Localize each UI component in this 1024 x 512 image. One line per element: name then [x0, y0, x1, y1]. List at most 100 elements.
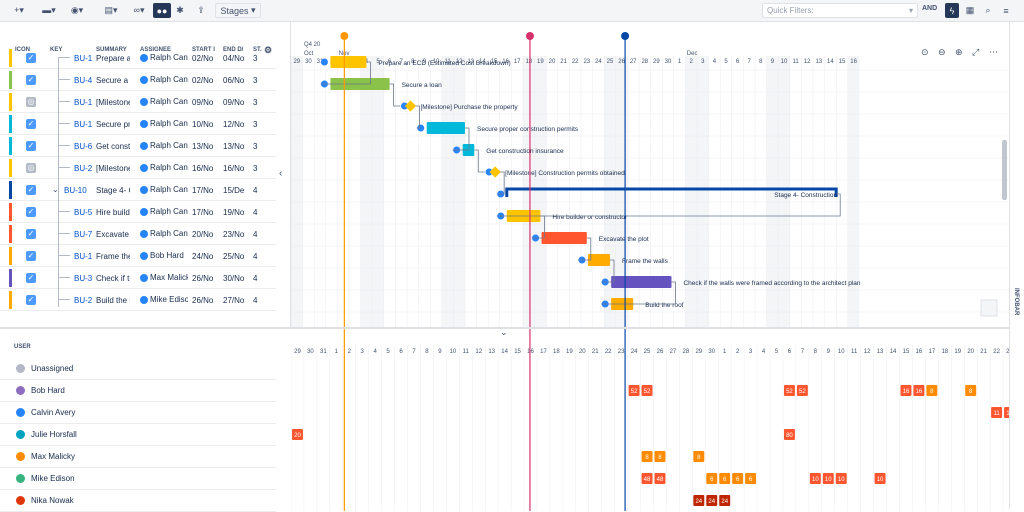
menu-icon[interactable]: ≡ — [1003, 5, 1009, 16]
issue-key[interactable]: BU-1 — [74, 98, 93, 107]
end-date[interactable]: 19/No — [223, 208, 245, 217]
end-date[interactable]: 25/No — [223, 252, 245, 261]
task-checkbox-icon[interactable]: ✓ — [26, 75, 36, 85]
col-icon[interactable]: ICON — [15, 47, 30, 53]
issue-summary[interactable]: Check if th — [96, 274, 130, 283]
issue-summary[interactable]: Stage 4- C — [96, 186, 130, 195]
task-row[interactable]: ✓ BU-5 Hire builde Ralph Cann 17/No 19/N… — [0, 201, 276, 223]
user-row[interactable]: Calvin Avery — [0, 402, 276, 424]
issue-key[interactable]: BU-7 — [74, 230, 93, 239]
user-row[interactable]: Julie Horsfall — [0, 424, 276, 446]
issue-key[interactable]: BU-2 — [74, 296, 93, 305]
issue-key[interactable]: BU-2 — [74, 164, 93, 173]
zoom-in-icon[interactable]: ⊕ — [955, 48, 963, 58]
end-date[interactable]: 09/No — [223, 98, 245, 107]
infobar[interactable]: INFOBAR — [1009, 22, 1024, 509]
issue-summary[interactable]: Excavate t — [96, 230, 130, 239]
start-date[interactable]: 10/No — [192, 120, 214, 129]
start-date[interactable]: 09/No — [192, 98, 214, 107]
assignee[interactable]: Bob Hard — [140, 251, 188, 260]
assignee[interactable]: Ralph Cann — [140, 75, 188, 84]
start-date[interactable]: 26/No — [192, 274, 214, 283]
task-checkbox-icon[interactable]: ✓ — [26, 53, 36, 63]
start-date[interactable]: 13/No — [192, 142, 214, 151]
col-key[interactable]: KEY — [50, 47, 63, 53]
columns-icon[interactable]: ▤▾ — [104, 5, 118, 15]
issue-summary[interactable]: Frame the — [96, 252, 130, 261]
start-date[interactable]: 02/No — [192, 54, 214, 63]
assignee[interactable]: Ralph Cann — [140, 163, 188, 172]
task-row[interactable]: ✓ BU-1 Frame the Bob Hard 24/No 25/No 4 — [0, 245, 276, 267]
eye-icon[interactable]: ◉▾ — [70, 5, 84, 15]
end-date[interactable]: 16/No — [223, 164, 245, 173]
milestone-icon[interactable]: ◎ — [26, 97, 36, 107]
vertical-scrollbar[interactable] — [1002, 140, 1007, 200]
assignee[interactable]: Ralph Cann — [140, 185, 188, 194]
issue-summary[interactable]: Secure a l — [96, 76, 130, 85]
milestone-icon[interactable]: ◎ — [26, 163, 36, 173]
col-end[interactable]: END D/ — [223, 47, 244, 53]
assignee[interactable]: Ralph Cann — [140, 53, 188, 62]
task-row[interactable]: ✓ BU-7 Excavate t Ralph Cann 20/No 23/No… — [0, 223, 276, 245]
calendar-icon[interactable]: ▦ — [965, 5, 975, 15]
task-row[interactable]: ✓ BU-6 Get constr Ralph Cann 13/No 13/No… — [0, 135, 276, 157]
search-icon[interactable]: ⌕ — [985, 5, 991, 15]
task-checkbox-icon[interactable]: ✓ — [26, 229, 36, 239]
task-checkbox-icon[interactable]: ✓ — [26, 295, 36, 305]
collapse-left-icon[interactable]: ‹ — [279, 168, 283, 179]
link-icon[interactable]: ∞▾ — [133, 5, 145, 15]
and-toggle[interactable]: AND — [922, 5, 938, 12]
chevron-down-icon[interactable]: ⌄ — [52, 185, 59, 194]
col-summary[interactable]: SUMMARY — [96, 47, 127, 53]
users-icon[interactable]: ●● — [153, 3, 171, 18]
zoom-out-icon[interactable]: ⊖ — [938, 48, 946, 58]
col-assignee[interactable]: ASSIGNEE — [140, 47, 172, 53]
issue-key[interactable]: BU-4 — [74, 76, 93, 85]
more-icon[interactable]: ⋯ — [989, 48, 998, 58]
task-row[interactable]: ✓ ⌄ BU-10 Stage 4- C Ralph Cann 17/No 15… — [0, 179, 276, 201]
add-icon[interactable]: +▾ — [14, 5, 24, 15]
start-date[interactable]: 16/No — [192, 164, 214, 173]
task-row[interactable]: ◎ BU-2 [Milestone Ralph Cann 16/No 16/No… — [0, 157, 276, 179]
user-row[interactable]: Unassigned — [0, 358, 276, 380]
task-checkbox-icon[interactable]: ✓ — [26, 273, 36, 283]
end-date[interactable]: 06/No — [223, 76, 245, 85]
issue-key[interactable]: BU-1 — [74, 252, 93, 261]
task-row[interactable]: ✓ BU-2 Build the r Mike Ediso 26/No 27/N… — [0, 289, 276, 311]
issue-key[interactable]: BU-1 — [74, 120, 93, 129]
start-date[interactable]: 20/No — [192, 230, 214, 239]
issue-summary[interactable]: [Milestone — [96, 164, 130, 173]
quick-filters-input[interactable]: Quick Filters: ▾ — [762, 3, 918, 18]
task-row[interactable]: ◎ BU-1 [Milestone Ralph Cann 09/No 09/No… — [0, 91, 276, 113]
fullscreen-icon[interactable]: ⤢ — [971, 48, 979, 58]
lightning-icon[interactable]: ϟ — [945, 3, 959, 18]
collapse-bottom-icon[interactable]: ⌄ — [500, 327, 508, 337]
assignee[interactable]: Ralph Cann — [140, 97, 188, 106]
start-date[interactable]: 17/No — [192, 186, 214, 195]
issue-key[interactable]: BU-1 — [74, 54, 93, 63]
user-row[interactable]: Mike Edison — [0, 468, 276, 490]
issue-summary[interactable]: Prepare ar — [96, 54, 130, 63]
col-start[interactable]: START I — [192, 47, 215, 53]
issue-key[interactable]: BU-5 — [74, 208, 93, 217]
issue-summary[interactable]: Hire builde — [96, 208, 130, 217]
issue-key[interactable]: BU-10 — [64, 186, 87, 195]
task-checkbox-icon[interactable]: ✓ — [26, 207, 36, 217]
end-date[interactable]: 12/No — [223, 120, 245, 129]
export-icon[interactable]: ⇪ — [197, 5, 205, 15]
issue-key[interactable]: BU-3 — [74, 274, 93, 283]
assignee[interactable]: Ralph Cann — [140, 207, 188, 216]
end-date[interactable]: 04/No — [223, 54, 245, 63]
task-row[interactable]: ✓ BU-3 Check if th Max Malick 26/No 30/N… — [0, 267, 276, 289]
assignee[interactable]: Max Malick — [140, 273, 188, 282]
assignee[interactable]: Ralph Cann — [140, 229, 188, 238]
task-row[interactable]: ✓ BU-1 Prepare ar Ralph Cann 02/No 04/No… — [0, 47, 276, 69]
zoom-reset-icon[interactable]: ⊙ — [921, 48, 929, 58]
issue-summary[interactable]: Get constr — [96, 142, 130, 151]
task-row[interactable]: ✓ BU-4 Secure a l Ralph Cann 02/No 06/No… — [0, 69, 276, 91]
assignee[interactable]: Ralph Cann — [140, 141, 188, 150]
task-checkbox-icon[interactable]: ✓ — [26, 185, 36, 195]
start-date[interactable]: 26/No — [192, 296, 214, 305]
issue-summary[interactable]: Secure pro — [96, 120, 130, 129]
column-settings-icon[interactable]: ⚙ — [264, 45, 273, 55]
